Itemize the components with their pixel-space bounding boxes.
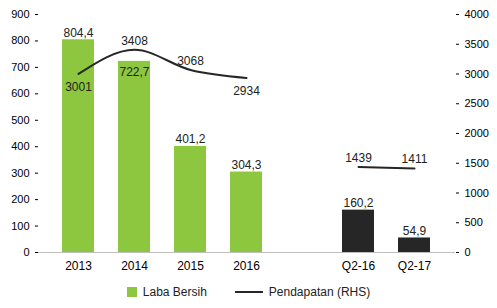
svg-text:2934: 2934 bbox=[233, 84, 260, 98]
svg-text:3001: 3001 bbox=[65, 80, 92, 94]
svg-text:4000: 4000 bbox=[465, 8, 489, 20]
svg-text:3408: 3408 bbox=[121, 34, 148, 48]
svg-text:1500: 1500 bbox=[465, 157, 489, 169]
svg-text:500: 500 bbox=[465, 216, 483, 228]
html-text:Pendapatan (RHS): Pendapatan (RHS) bbox=[268, 285, 371, 299]
svg-text:1439: 1439 bbox=[345, 151, 372, 165]
svg-text:1411: 1411 bbox=[402, 152, 428, 166]
svg-text:400: 400 bbox=[11, 140, 29, 152]
svg-text:900: 900 bbox=[11, 8, 29, 20]
svg-text:3000: 3000 bbox=[465, 68, 489, 80]
svg-text:804,4: 804,4 bbox=[63, 26, 93, 40]
svg-text:2015: 2015 bbox=[177, 259, 204, 273]
svg-text:800: 800 bbox=[11, 34, 29, 46]
svg-text:1000: 1000 bbox=[465, 187, 489, 199]
svg-text:0: 0 bbox=[23, 246, 29, 258]
svg-text:54,9: 54,9 bbox=[403, 224, 427, 238]
svg-text:3068: 3068 bbox=[177, 54, 204, 68]
svg-text:2013: 2013 bbox=[65, 259, 92, 273]
svg-text:300: 300 bbox=[11, 167, 29, 179]
svg-text:600: 600 bbox=[11, 87, 29, 99]
svg-text:401,2: 401,2 bbox=[175, 132, 205, 146]
svg-text:2500: 2500 bbox=[465, 97, 489, 109]
svg-text:0: 0 bbox=[465, 246, 471, 258]
svg-text:500: 500 bbox=[11, 114, 29, 126]
svg-text:2016: 2016 bbox=[233, 259, 260, 273]
svg-text:Q2-17: Q2-17 bbox=[398, 259, 432, 273]
svg-text:304,3: 304,3 bbox=[231, 158, 261, 172]
svg-text:722,7: 722,7 bbox=[119, 65, 149, 79]
svg-text:2014: 2014 bbox=[121, 259, 148, 273]
svg-text:Q2-16: Q2-16 bbox=[342, 259, 376, 273]
svg-text:3500: 3500 bbox=[465, 38, 489, 50]
svg-text:100: 100 bbox=[11, 220, 29, 232]
svg-text:200: 200 bbox=[11, 193, 29, 205]
svg-text:700: 700 bbox=[11, 61, 29, 73]
html-text:Laba Bersih: Laba Bersih bbox=[142, 285, 207, 299]
svg-text:2000: 2000 bbox=[465, 127, 489, 139]
svg-text:160,2: 160,2 bbox=[343, 196, 373, 210]
